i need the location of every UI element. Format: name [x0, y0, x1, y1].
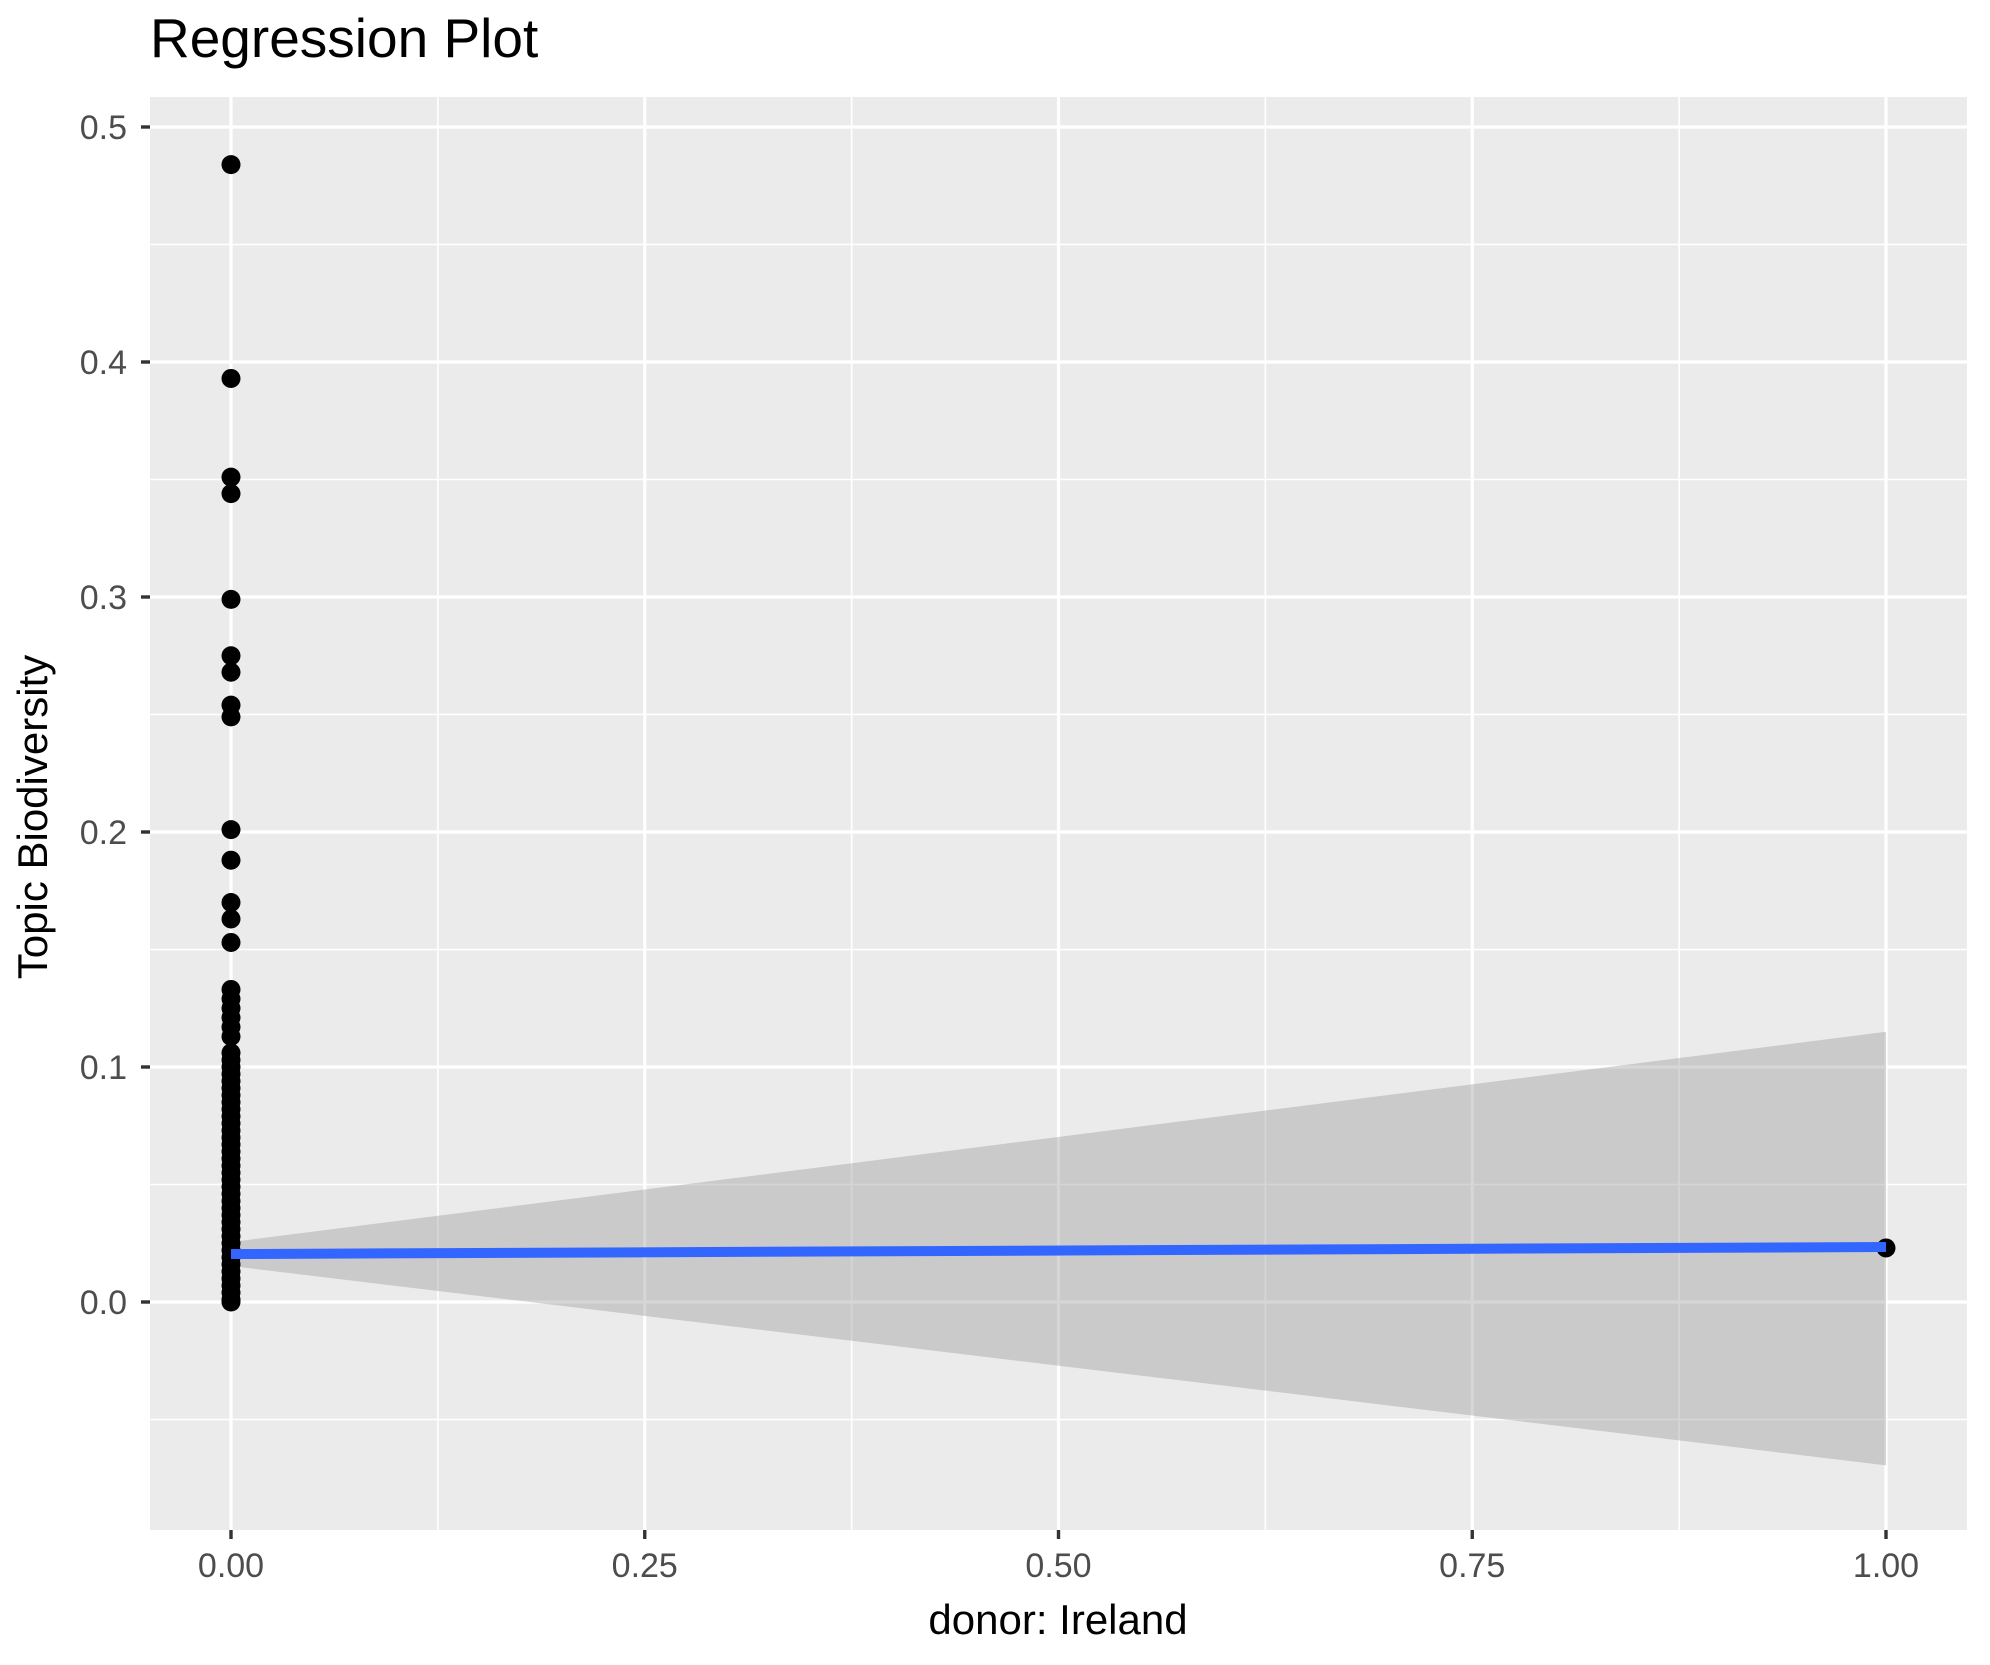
data-point	[221, 707, 241, 727]
x-tick-label: 0.00	[198, 1547, 264, 1585]
x-tick-label: 0.75	[1439, 1547, 1505, 1585]
data-point	[221, 484, 241, 504]
data-point	[221, 368, 241, 388]
data-point	[221, 662, 241, 682]
y-tick-label: 0.4	[80, 344, 127, 382]
data-point	[221, 1026, 241, 1046]
regression-line	[230, 1242, 1887, 1260]
data-point	[221, 893, 241, 912]
plot-title: Regression Plot	[150, 7, 539, 69]
y-tick-label: 0.3	[80, 579, 127, 617]
data-point	[221, 646, 241, 666]
data-point	[221, 467, 241, 487]
x-tick-label: 0.50	[1025, 1547, 1091, 1585]
data-point	[221, 155, 241, 175]
data-point	[221, 820, 241, 840]
data-point	[221, 909, 241, 929]
x-tick-label: 0.25	[612, 1547, 678, 1585]
data-point	[221, 589, 241, 609]
data-point	[221, 932, 241, 952]
y-tick-label: 0.1	[80, 1049, 127, 1087]
x-axis-title: donor: Ireland	[928, 1596, 1188, 1643]
data-point	[221, 850, 241, 870]
data-point	[221, 1292, 241, 1312]
y-tick-label: 0.0	[80, 1284, 127, 1322]
y-tick-label: 0.5	[80, 109, 127, 147]
y-axis-title: Topic Biodiversity	[9, 654, 56, 980]
y-tick-label: 0.2	[80, 814, 127, 852]
x-tick-label: 1.00	[1853, 1547, 1919, 1585]
